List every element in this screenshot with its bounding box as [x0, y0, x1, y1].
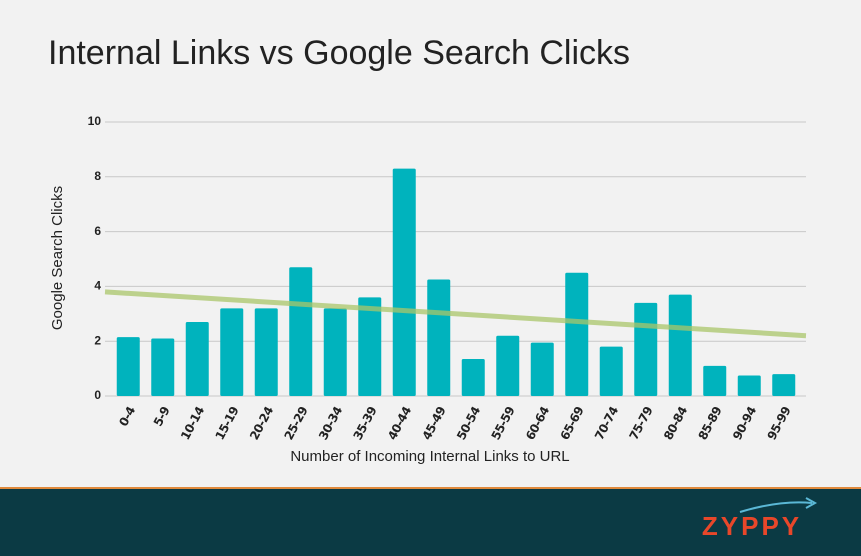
- y-tick-label: 10: [88, 114, 102, 128]
- bar: [634, 302, 658, 396]
- bar: [220, 308, 244, 396]
- bar: [151, 338, 175, 396]
- x-axis-label: Number of Incoming Internal Links to URL: [290, 448, 569, 465]
- logo-arrow: [739, 501, 813, 513]
- bar: [599, 346, 623, 396]
- logo: ZYPPY: [702, 511, 802, 541]
- bar: [737, 375, 761, 396]
- bar: [289, 267, 313, 396]
- bar: [323, 308, 347, 396]
- bar: [116, 337, 140, 396]
- footer-border: [0, 487, 861, 489]
- bar: [185, 322, 209, 396]
- logo-arrow-head: [805, 497, 818, 509]
- bar: [772, 374, 796, 396]
- background: [0, 0, 861, 488]
- bar: [358, 297, 382, 396]
- y-tick-label: 0: [94, 388, 101, 402]
- bar: [254, 308, 278, 396]
- y-tick-label: 4: [94, 279, 101, 293]
- chart-title: Internal Links vs Google Search Clicks: [48, 34, 630, 72]
- bar: [703, 365, 727, 396]
- y-tick-label: 8: [94, 169, 101, 183]
- y-tick-label: 2: [94, 333, 101, 347]
- trend-line: [104, 289, 807, 339]
- bar: [530, 342, 554, 396]
- bar: [668, 294, 692, 396]
- footer: [0, 488, 861, 556]
- bar: [496, 335, 520, 396]
- bar: [461, 359, 485, 396]
- bar: [392, 168, 416, 396]
- y-tick-label: 6: [94, 224, 101, 238]
- y-axis-label: Google Search Clicks: [49, 186, 66, 330]
- bar: [427, 279, 451, 396]
- bar: [565, 272, 589, 396]
